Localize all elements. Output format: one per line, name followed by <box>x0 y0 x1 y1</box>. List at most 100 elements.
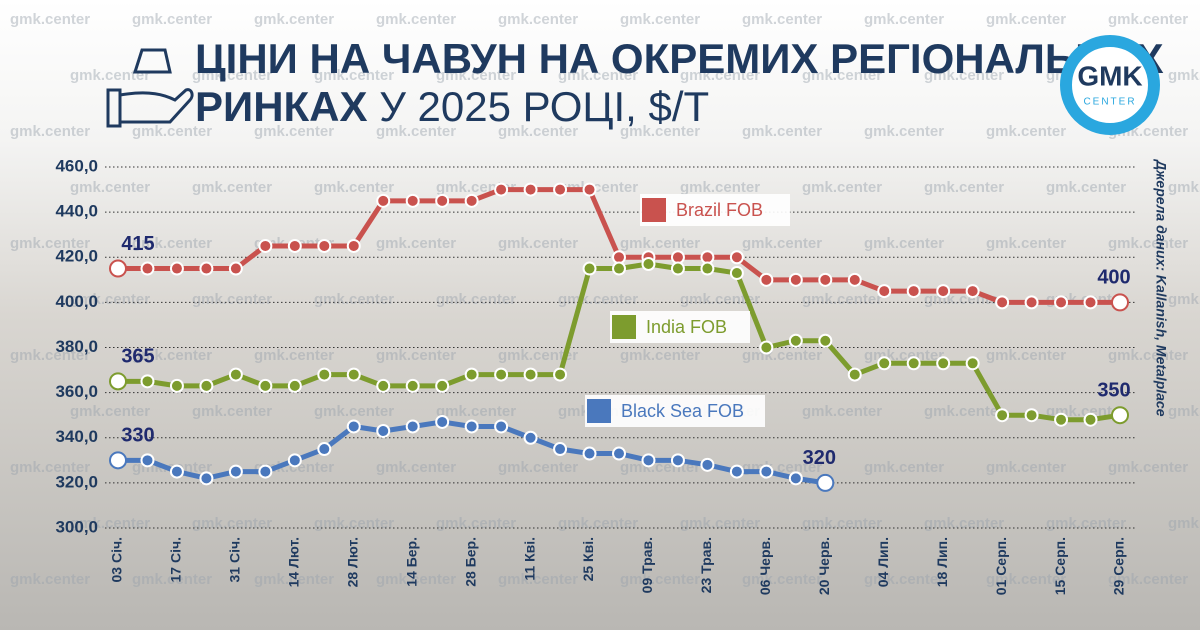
watermark: gmk.center <box>864 235 944 252</box>
x-tick-label: 15 Серп. <box>1052 537 1068 595</box>
point <box>494 367 509 382</box>
point <box>169 378 184 393</box>
y-tick-label: 380,0 <box>55 337 98 356</box>
watermark: gmk.center <box>376 123 456 140</box>
watermark: gmk.center <box>802 403 882 420</box>
watermark: gmk.center <box>558 291 638 308</box>
point <box>700 261 715 276</box>
point <box>140 261 155 276</box>
watermark: gmk.center <box>436 291 516 308</box>
point <box>641 453 656 468</box>
point <box>109 259 127 278</box>
watermark: gmk.center <box>986 459 1066 476</box>
watermark: gmk.center <box>376 459 456 476</box>
x-tick-label: 31 Січ. <box>227 537 243 582</box>
watermark: gmk.center <box>436 515 516 532</box>
watermark: gmk.center <box>1046 515 1126 532</box>
point <box>1083 412 1098 427</box>
title-line1: ЦІНИ НА ЧАВУН НА ОКРЕМИХ РЕГІОНАЛЬНИХ <box>195 35 1164 82</box>
point <box>553 442 568 457</box>
point <box>199 471 214 486</box>
y-tick-label: 340,0 <box>55 427 98 446</box>
watermark: gmk.center <box>802 67 882 84</box>
title-line2: РИНКАХ У 2025 РОЦІ, $/Т <box>195 83 709 130</box>
watermark: gmk.center <box>498 123 578 140</box>
watermark: gmk.center <box>70 403 150 420</box>
point <box>464 367 479 382</box>
point <box>140 374 155 389</box>
point <box>670 261 685 276</box>
watermark: gmk.center <box>436 67 516 84</box>
point <box>228 367 243 382</box>
watermark: gmk.center <box>498 235 578 252</box>
y-tick-label: 460,0 <box>55 156 98 175</box>
watermark: gmk.center <box>802 515 882 532</box>
watermark: gmk.center <box>314 515 394 532</box>
x-tick-label: 14 Бер. <box>403 537 419 587</box>
x-tick-label: 01 Серп. <box>993 537 1009 595</box>
point <box>847 367 862 382</box>
point <box>877 356 892 371</box>
watermark: gmk.center <box>1108 459 1188 476</box>
x-tick-label: 09 Трав. <box>639 537 655 593</box>
x-tick-label: 17 Січ. <box>168 537 184 582</box>
title-icon <box>106 48 194 128</box>
point <box>816 473 835 492</box>
point <box>847 272 862 287</box>
watermark: gmk.center <box>986 123 1066 140</box>
point <box>317 367 332 382</box>
point <box>995 408 1010 423</box>
watermark: gmk.center <box>70 291 150 308</box>
watermark: gmk.center <box>864 11 944 28</box>
value-label: 320 <box>803 447 836 469</box>
point <box>906 284 921 299</box>
point <box>818 333 833 348</box>
point <box>965 284 980 299</box>
point <box>1024 295 1039 310</box>
point <box>346 238 361 253</box>
watermark: gmk.center <box>620 571 700 588</box>
point <box>523 367 538 382</box>
x-tick-label: 28 Бер. <box>462 537 478 587</box>
point <box>109 372 127 391</box>
watermark: gmk.center <box>680 67 760 84</box>
watermark: gmk.center <box>802 291 882 308</box>
watermark: gmk.center <box>192 515 272 532</box>
point <box>612 250 626 265</box>
watermark: gmk.center <box>742 235 822 252</box>
x-tick-label: 06 Черв. <box>757 537 773 595</box>
watermark: gmk.center <box>742 123 822 140</box>
watermark: gmk.center <box>742 347 822 364</box>
watermark: gmk.center <box>70 67 150 84</box>
watermark: gmk.center <box>376 571 456 588</box>
watermark: gmk.center <box>254 11 334 28</box>
watermark: gmk.center <box>10 571 90 588</box>
legend-icon <box>587 399 611 423</box>
point <box>729 464 744 479</box>
watermark: gmk.center <box>1168 291 1200 308</box>
y-tick-label: 440,0 <box>55 202 98 221</box>
watermark: gmk.center <box>986 235 1066 252</box>
legend-label: India FOB <box>646 317 727 337</box>
point <box>228 261 243 276</box>
watermark: gmk.center <box>558 515 638 532</box>
point <box>140 453 155 468</box>
point <box>523 430 538 445</box>
y-tick-label: 420,0 <box>55 247 98 266</box>
x-tick-label: 14 Лют. <box>286 537 302 587</box>
point <box>1111 406 1129 425</box>
y-tick-label: 320,0 <box>55 472 98 491</box>
watermark: gmk.center <box>314 179 394 196</box>
watermark: gmk.center <box>314 67 394 84</box>
watermark: gmk.center <box>10 235 90 252</box>
watermark: gmk.center <box>498 11 578 28</box>
value-label: 350 <box>1097 379 1130 401</box>
x-tick-label: 03 Січ. <box>109 537 125 582</box>
point <box>759 340 774 355</box>
point <box>405 193 420 208</box>
point <box>700 250 715 265</box>
watermark: gmk.center <box>1168 515 1200 532</box>
point <box>435 414 450 429</box>
point <box>582 261 597 276</box>
